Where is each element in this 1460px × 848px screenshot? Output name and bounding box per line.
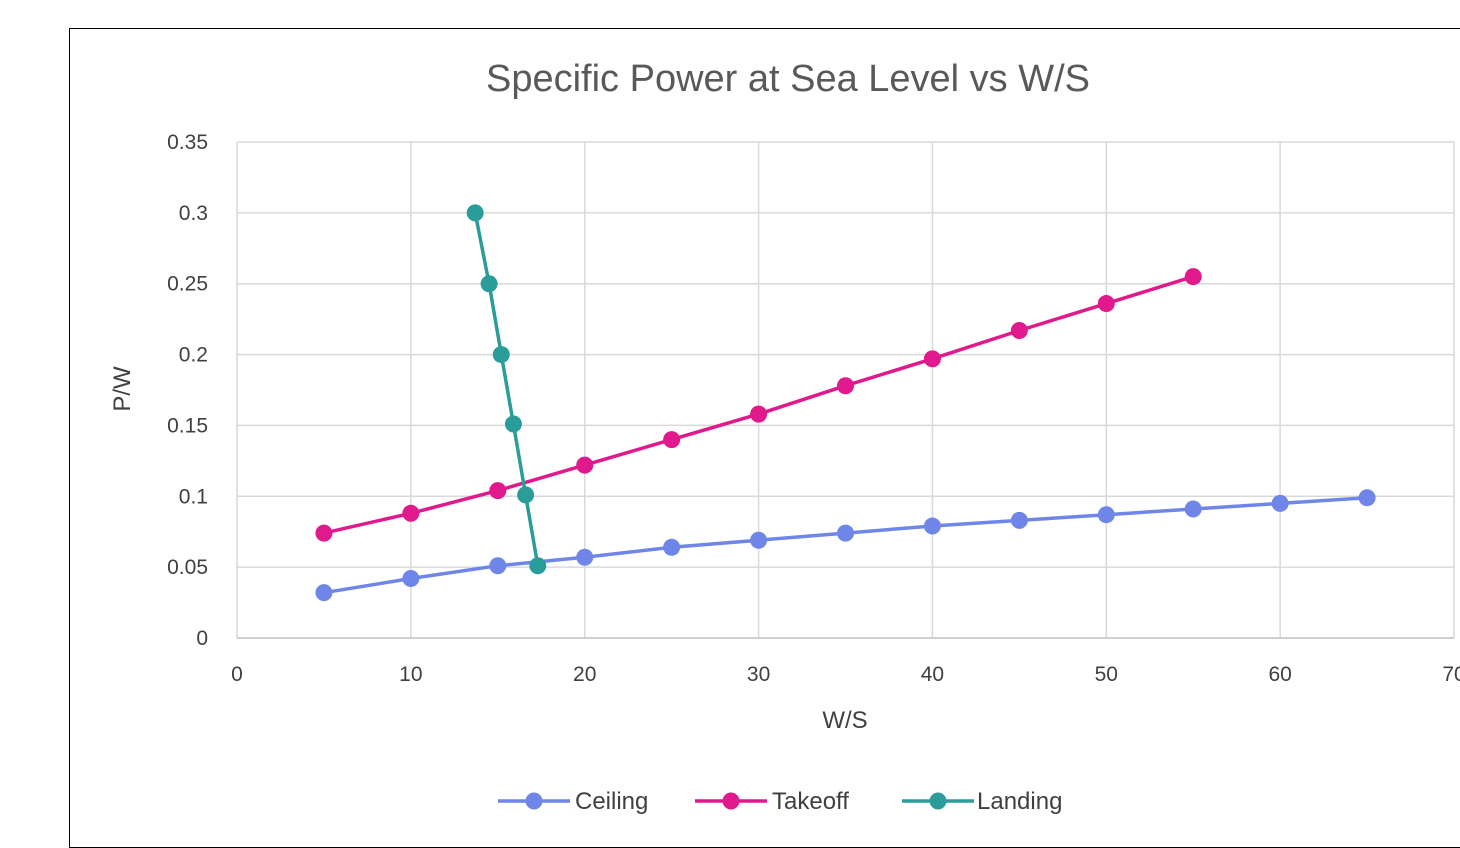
data-point-ceiling	[1184, 500, 1202, 518]
x-tick-label: 60	[1268, 663, 1291, 686]
series-layer	[315, 204, 1376, 602]
legend-marker-landing	[929, 792, 947, 810]
data-point-takeoff	[576, 456, 594, 474]
data-point-ceiling	[489, 557, 507, 575]
legend-item-landing: Landing	[902, 788, 1062, 815]
data-point-ceiling	[663, 538, 681, 556]
data-point-takeoff	[663, 431, 681, 449]
x-axis-ticks: 0 10 20 30 40 50 60 70	[231, 663, 1460, 686]
legend-item-takeoff: Takeoff	[695, 788, 849, 815]
x-axis-title: W/S	[822, 707, 867, 734]
chart-title: Specific Power at Sea Level vs W/S	[486, 58, 1090, 100]
y-tick-label: 0	[196, 627, 208, 650]
data-point-ceiling	[402, 569, 420, 587]
series-ceiling	[315, 489, 1376, 602]
legend-label-takeoff: Takeoff	[772, 788, 849, 815]
series-takeoff	[315, 268, 1202, 542]
data-point-takeoff	[402, 504, 420, 522]
data-point-takeoff	[1097, 295, 1115, 313]
y-tick-label: 0.3	[179, 202, 208, 225]
x-tick-label: 10	[399, 663, 422, 686]
y-tick-label: 0.25	[167, 273, 208, 296]
y-tick-label: 0.2	[179, 344, 208, 367]
data-point-ceiling	[837, 524, 854, 542]
series-line-ceiling	[323, 495, 1368, 595]
data-point-ceiling	[750, 531, 768, 549]
y-tick-label: 0.1	[179, 485, 208, 508]
data-point-landing	[517, 486, 535, 504]
data-point-ceiling	[1271, 494, 1289, 512]
data-point-ceiling	[923, 517, 941, 535]
y-axis-title: P/W	[109, 366, 136, 412]
data-point-landing	[492, 346, 510, 364]
series-landing	[466, 204, 547, 575]
data-point-takeoff	[923, 350, 941, 368]
y-axis-ticks: 0 0.05 0.1 0.15 0.2 0.25 0.3 0.35	[167, 131, 208, 650]
series-line-landing	[473, 212, 540, 566]
y-tick-label: 0.05	[167, 556, 208, 579]
x-tick-label: 20	[573, 663, 596, 686]
legend-label-ceiling: Ceiling	[575, 788, 648, 815]
data-point-ceiling	[315, 584, 333, 602]
grid	[236, 141, 1455, 639]
data-point-takeoff	[315, 524, 333, 542]
data-point-ceiling	[1097, 506, 1115, 524]
data-point-landing	[480, 275, 498, 293]
data-point-takeoff	[1184, 268, 1202, 286]
legend-label-landing: Landing	[977, 788, 1062, 815]
data-point-takeoff	[489, 482, 507, 500]
y-tick-label: 0.15	[167, 414, 208, 437]
data-point-takeoff	[750, 405, 768, 423]
x-tick-label: 50	[1095, 663, 1118, 686]
data-point-landing	[466, 204, 484, 222]
data-point-landing	[504, 415, 522, 433]
x-tick-label: 0	[231, 663, 243, 686]
data-point-takeoff	[837, 377, 854, 395]
data-point-ceiling	[1010, 511, 1028, 529]
data-point-ceiling	[1358, 489, 1376, 507]
y-tick-label: 0.35	[167, 131, 208, 154]
data-point-ceiling	[576, 548, 594, 566]
x-tick-label: 70	[1442, 663, 1460, 686]
legend-marker-takeoff	[722, 792, 740, 810]
data-point-takeoff	[1010, 321, 1028, 339]
x-tick-label: 30	[747, 663, 770, 686]
data-point-landing	[529, 557, 547, 575]
legend: Ceiling Takeoff Landing	[498, 788, 1062, 815]
legend-item-ceiling: Ceiling	[498, 788, 648, 815]
chart-frame	[69, 28, 1460, 848]
legend-marker-ceiling	[525, 792, 543, 810]
x-tick-label: 40	[921, 663, 944, 686]
